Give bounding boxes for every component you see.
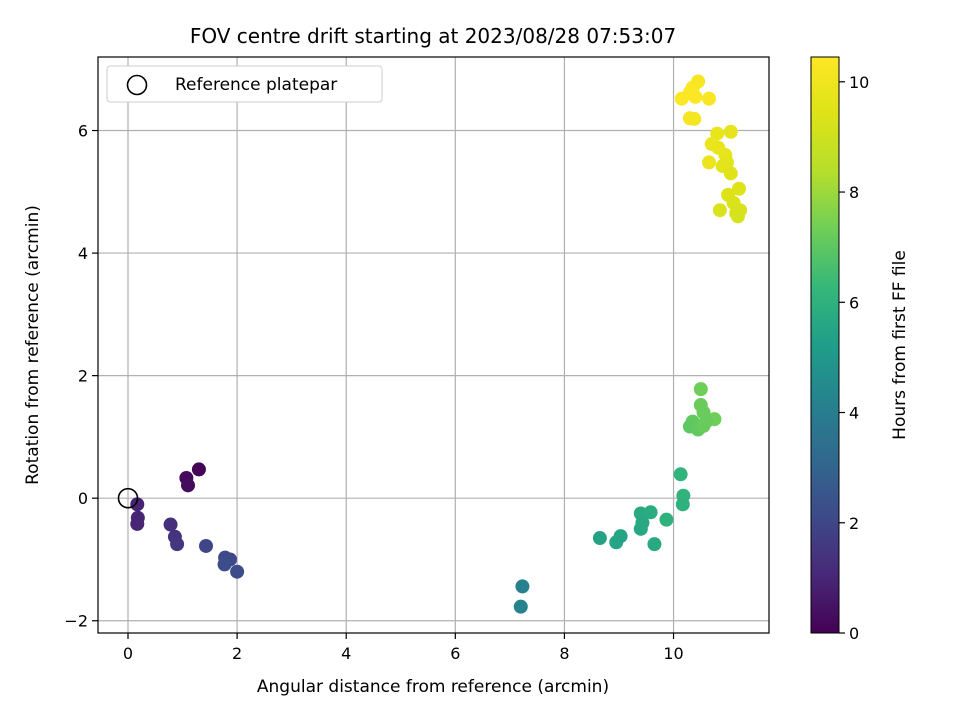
y-tick-label: −2: [64, 612, 88, 631]
data-point: [701, 155, 716, 170]
x-tick-label: 8: [559, 644, 569, 663]
data-point: [513, 599, 528, 614]
colorbar-tick-label: 4: [849, 404, 859, 423]
grid: [98, 57, 769, 633]
reference-platepar-point: [117, 487, 139, 509]
data-point: [673, 467, 688, 482]
data-point: [688, 89, 703, 104]
legend-box: [106, 65, 383, 103]
data-point: [515, 579, 530, 594]
data-point: [130, 497, 145, 512]
data-point: [217, 557, 232, 572]
data-point: [675, 497, 690, 512]
data-point: [647, 537, 662, 552]
x-tick-label: 2: [232, 644, 242, 663]
chart-title: FOV centre drift starting at 2023/08/28 …: [190, 24, 676, 48]
data-point: [643, 505, 658, 520]
colorbar-tick-label: 8: [849, 183, 859, 202]
y-tick-label: 2: [78, 367, 88, 386]
data-point: [199, 538, 214, 553]
colorbar-tick-label: 10: [849, 73, 869, 92]
x-tick-label: 4: [341, 644, 351, 663]
legend-label: Reference platepar: [175, 75, 337, 95]
data-point: [723, 124, 738, 139]
y-axis-ticks: −2 0 2 4 6: [64, 122, 98, 631]
data-point: [659, 512, 674, 527]
data-point: [230, 564, 245, 579]
x-axis-label: Angular distance from reference (arcmin): [257, 677, 609, 697]
colorbar-ticks: 0 2 4 6 8 10: [839, 73, 869, 643]
legend: Reference platepar: [106, 65, 383, 103]
data-point: [723, 166, 738, 181]
data-point: [592, 531, 607, 546]
data-point: [699, 414, 714, 429]
data-point: [130, 516, 145, 531]
data-point: [712, 203, 727, 218]
y-tick-label: 4: [78, 244, 88, 263]
data-point: [710, 126, 725, 141]
x-tick-label: 6: [450, 644, 460, 663]
plot-frame: [97, 56, 770, 634]
colorbar-gradient: [810, 56, 840, 634]
x-tick-label: 0: [123, 644, 133, 663]
data-point: [731, 181, 746, 196]
colorbar: 0 2 4 6 8 10 Hours from first FF file: [810, 56, 910, 643]
colorbar-tick-label: 2: [849, 514, 859, 533]
x-tick-label: 10: [663, 644, 683, 663]
data-point: [181, 478, 196, 493]
data-point: [733, 203, 748, 218]
y-axis-label: Rotation from reference (arcmin): [23, 205, 43, 485]
data-point: [701, 91, 716, 106]
colorbar-tick-label: 6: [849, 293, 859, 312]
y-tick-label: 0: [78, 489, 88, 508]
data-point: [191, 462, 206, 477]
reference-marker: [117, 487, 139, 509]
data-point: [687, 111, 702, 126]
data-point: [693, 382, 708, 397]
legend-marker-open-circle: [126, 74, 148, 96]
colorbar-tick-label: 0: [849, 624, 859, 643]
data-points: [130, 74, 748, 614]
colorbar-label: Hours from first FF file: [890, 250, 910, 440]
data-point: [163, 517, 178, 532]
data-point: [170, 537, 185, 552]
data-point: [719, 155, 734, 170]
x-axis-ticks: 0 2 4 6 8 10: [123, 633, 684, 663]
y-tick-label: 6: [78, 122, 88, 141]
data-point: [691, 74, 706, 89]
data-point: [613, 529, 628, 544]
data-point: [635, 515, 650, 530]
